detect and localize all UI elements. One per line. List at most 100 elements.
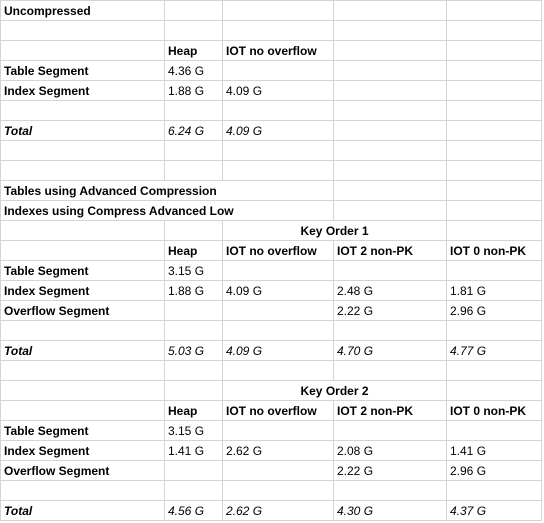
sheet-cell[interactable] xyxy=(222,260,334,281)
sheet-cell[interactable] xyxy=(446,180,542,201)
sheet-cell[interactable] xyxy=(446,140,542,161)
sheet-cell[interactable]: Overflow Segment xyxy=(0,460,165,481)
sheet-cell[interactable]: Key Order 2 xyxy=(222,380,447,401)
sheet-cell[interactable]: 2.96 G xyxy=(446,460,542,481)
sheet-cell[interactable] xyxy=(0,160,165,181)
sheet-cell[interactable] xyxy=(164,460,223,481)
sheet-cell[interactable] xyxy=(333,200,447,221)
sheet-cell[interactable] xyxy=(0,240,165,261)
sheet-cell[interactable]: Index Segment xyxy=(0,440,165,461)
sheet-cell[interactable]: 4.09 G xyxy=(222,280,334,301)
sheet-cell[interactable] xyxy=(164,320,223,341)
sheet-cell[interactable]: 4.09 G xyxy=(222,340,334,361)
sheet-cell[interactable] xyxy=(222,300,334,321)
sheet-cell[interactable] xyxy=(164,140,223,161)
sheet-cell[interactable] xyxy=(446,100,542,121)
sheet-cell[interactable] xyxy=(333,60,447,81)
sheet-cell[interactable]: 2.62 G xyxy=(222,440,334,461)
sheet-cell[interactable]: 1.88 G xyxy=(164,80,223,101)
sheet-cell[interactable] xyxy=(222,20,334,41)
sheet-cell[interactable] xyxy=(164,380,223,401)
sheet-cell[interactable]: 4.56 G xyxy=(164,500,223,521)
sheet-cell[interactable]: Heap xyxy=(164,240,223,261)
sheet-cell[interactable] xyxy=(222,420,334,441)
sheet-cell[interactable] xyxy=(333,260,447,281)
sheet-cell[interactable] xyxy=(446,60,542,81)
sheet-cell[interactable] xyxy=(333,480,447,501)
sheet-cell[interactable] xyxy=(333,20,447,41)
sheet-cell[interactable] xyxy=(333,140,447,161)
sheet-cell[interactable]: 6.24 G xyxy=(164,120,223,141)
sheet-cell[interactable]: 4.70 G xyxy=(333,340,447,361)
sheet-cell[interactable]: Total xyxy=(0,120,165,141)
sheet-cell[interactable] xyxy=(164,20,223,41)
sheet-cell[interactable]: 2.48 G xyxy=(333,280,447,301)
sheet-cell[interactable] xyxy=(333,80,447,101)
sheet-cell[interactable] xyxy=(0,140,165,161)
sheet-cell[interactable]: Total xyxy=(0,500,165,521)
sheet-cell[interactable] xyxy=(164,300,223,321)
sheet-cell[interactable]: 1.88 G xyxy=(164,280,223,301)
sheet-cell[interactable]: IOT no overflow xyxy=(222,400,334,421)
sheet-cell[interactable] xyxy=(0,20,165,41)
sheet-cell[interactable]: IOT 2 non-PK xyxy=(333,240,447,261)
sheet-cell[interactable]: 4.30 G xyxy=(333,500,447,521)
sheet-cell[interactable]: 3.15 G xyxy=(164,260,223,281)
sheet-cell[interactable] xyxy=(0,380,165,401)
sheet-cell[interactable]: 4.09 G xyxy=(222,120,334,141)
sheet-cell[interactable]: 4.09 G xyxy=(222,80,334,101)
sheet-cell[interactable]: 1.81 G xyxy=(446,280,542,301)
sheet-cell[interactable] xyxy=(164,220,223,241)
sheet-cell[interactable]: 5.03 G xyxy=(164,340,223,361)
sheet-cell[interactable] xyxy=(222,360,334,381)
sheet-cell[interactable]: Indexes using Compress Advanced Low xyxy=(0,200,334,221)
sheet-cell[interactable] xyxy=(164,480,223,501)
sheet-cell[interactable] xyxy=(446,80,542,101)
sheet-cell[interactable] xyxy=(164,360,223,381)
sheet-cell[interactable]: IOT no overflow xyxy=(222,40,334,61)
sheet-cell[interactable] xyxy=(446,20,542,41)
sheet-cell[interactable] xyxy=(446,360,542,381)
sheet-cell[interactable] xyxy=(222,60,334,81)
sheet-cell[interactable]: Heap xyxy=(164,400,223,421)
sheet-cell[interactable] xyxy=(0,40,165,61)
sheet-cell[interactable] xyxy=(222,320,334,341)
sheet-cell[interactable]: IOT 2 non-PK xyxy=(333,400,447,421)
sheet-cell[interactable]: Table Segment xyxy=(0,60,165,81)
sheet-cell[interactable]: 2.22 G xyxy=(333,300,447,321)
sheet-cell[interactable] xyxy=(446,420,542,441)
sheet-cell[interactable] xyxy=(446,480,542,501)
sheet-cell[interactable] xyxy=(446,200,542,221)
sheet-cell[interactable]: Table Segment xyxy=(0,420,165,441)
sheet-cell[interactable]: Index Segment xyxy=(0,280,165,301)
sheet-cell[interactable] xyxy=(222,160,334,181)
sheet-cell[interactable] xyxy=(164,0,223,21)
sheet-cell[interactable] xyxy=(333,360,447,381)
sheet-cell[interactable]: 2.96 G xyxy=(446,300,542,321)
sheet-cell[interactable] xyxy=(0,360,165,381)
sheet-cell[interactable]: 3.15 G xyxy=(164,420,223,441)
sheet-cell[interactable] xyxy=(0,320,165,341)
sheet-cell[interactable]: IOT 0 non-PK xyxy=(446,400,542,421)
sheet-cell[interactable] xyxy=(333,100,447,121)
sheet-cell[interactable] xyxy=(333,160,447,181)
sheet-cell[interactable] xyxy=(0,400,165,421)
sheet-cell[interactable]: Index Segment xyxy=(0,80,165,101)
sheet-cell[interactable]: 1.41 G xyxy=(446,440,542,461)
sheet-cell[interactable] xyxy=(164,160,223,181)
sheet-cell[interactable] xyxy=(333,0,447,21)
sheet-cell[interactable] xyxy=(446,320,542,341)
sheet-cell[interactable] xyxy=(333,180,447,201)
sheet-cell[interactable]: 1.41 G xyxy=(164,440,223,461)
sheet-cell[interactable] xyxy=(446,0,542,21)
sheet-cell[interactable]: Uncompressed xyxy=(0,0,165,21)
sheet-cell[interactable] xyxy=(222,100,334,121)
sheet-cell[interactable] xyxy=(333,420,447,441)
sheet-cell[interactable]: Table Segment xyxy=(0,260,165,281)
sheet-cell[interactable] xyxy=(446,220,542,241)
sheet-cell[interactable]: Overflow Segment xyxy=(0,300,165,321)
sheet-cell[interactable] xyxy=(446,260,542,281)
sheet-cell[interactable] xyxy=(446,160,542,181)
sheet-cell[interactable] xyxy=(0,100,165,121)
sheet-cell[interactable] xyxy=(446,380,542,401)
